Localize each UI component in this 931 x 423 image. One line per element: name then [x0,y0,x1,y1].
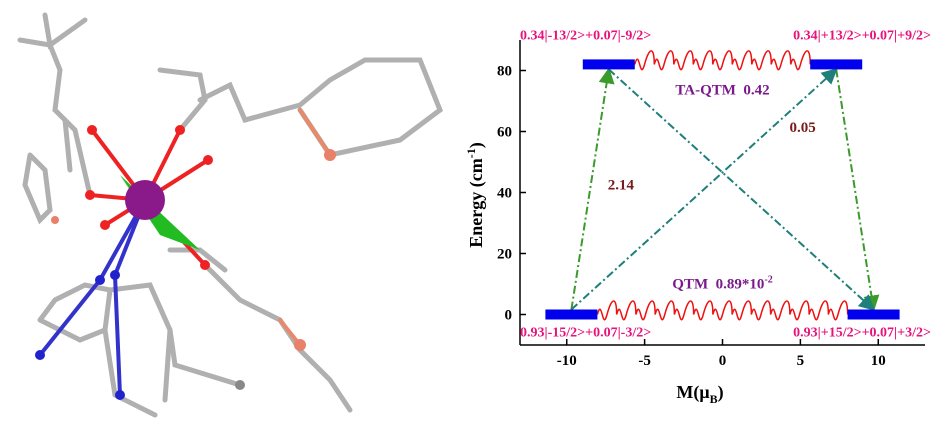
energy-level [545,310,597,320]
y-label-end: ) [466,142,487,148]
x-tick-label: 0 [719,353,727,369]
y-axis-label: Energy (cm-1) [464,142,487,247]
energy-level [810,59,862,69]
y-tick-label: 20 [497,247,512,263]
energy-diagram: 0 20 40 60 80 -10 -5 0 5 10 TA-QTM 0.42 QTM 0.89*10… [497,28,931,369]
x-label-end: ) [718,382,724,403]
y-tick-label: 0 [505,308,513,324]
transition-value: 2.14 [608,178,635,194]
transition-arrow [609,69,874,309]
figure: 0 20 40 60 80 -10 -5 0 5 10 TA-QTM 0.42 QTM 0.89*10… [0,0,931,418]
tunneling-text: QTM 0.89*10 [672,277,764,293]
transition-arrow [571,69,608,309]
tunneling-sup: -2 [764,275,772,286]
x-tick-label: -5 [638,353,651,369]
x-tick-label: 10 [871,353,886,369]
level-label: 0.34|+13/2>+0.07|+9/2> [793,28,931,43]
x-label-text: M(μ [676,382,709,403]
x-axis-label: M(μB) [676,382,723,406]
x-tick-label: -10 [557,353,577,369]
x-label-sub: B [710,392,718,406]
level-label: 0.34|-13/2>+0.07|-9/2> [520,28,651,43]
y-tick-label: 60 [497,125,512,141]
y-label-sup: -1 [464,148,478,158]
transition-value: 0.05 [790,120,816,136]
tunneling-text: TA-QTM 0.42 [675,82,769,98]
y-tick-label: 40 [497,186,512,202]
tunneling-wave [635,51,810,70]
y-label-text: Energy (cm [466,158,487,247]
energy-level [848,310,900,320]
tunneling-label: QTM 0.89*10-2 [672,275,772,293]
transition-arrow [836,69,873,309]
level-label: 0.93|+15/2>+0.07|+3/2> [793,326,931,341]
x-tick-label: 5 [797,353,805,369]
energy-level [583,59,635,69]
y-tick-label: 80 [497,64,512,80]
molecule [20,15,440,415]
level-label: 0.93|-15/2>+0.07|-3/2> [520,326,651,341]
tunneling-label: TA-QTM 0.42 [675,82,769,98]
tunneling-wave [597,301,847,320]
